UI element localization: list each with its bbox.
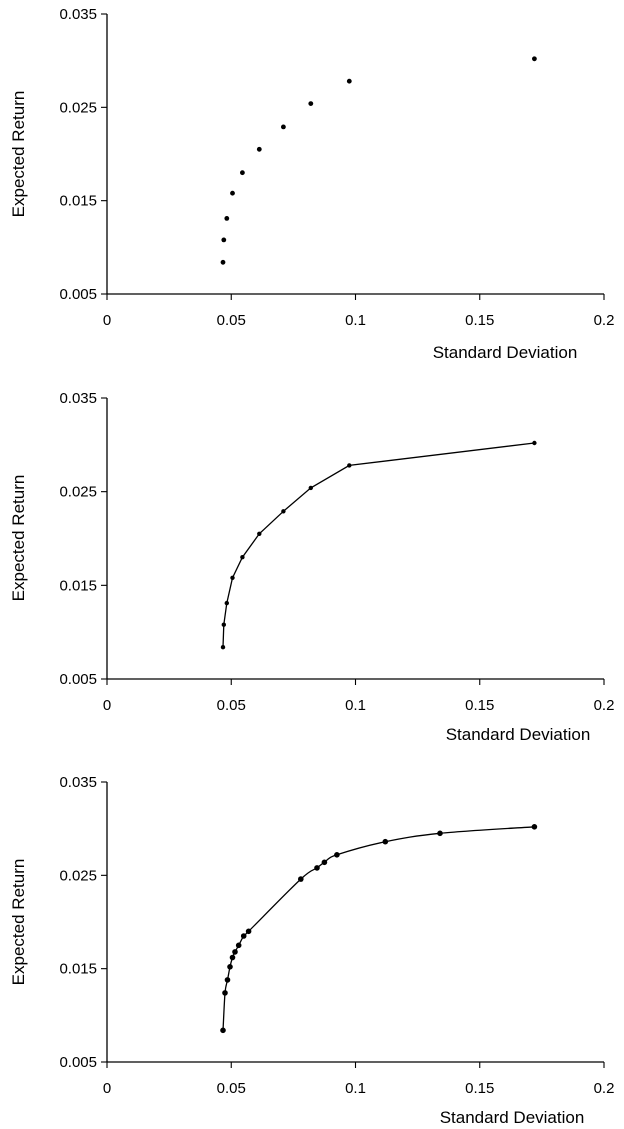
chart-scatter: 0.005 0.015 0.025 0.035 0 0.05 0.1 0.15 0.2 Stand… (9, 6, 614, 362)
data-point (230, 190, 235, 196)
series-line (222, 442, 535, 648)
data-point (321, 859, 328, 866)
x-tick-label: 0.15 (465, 312, 494, 329)
x-tick-label: 0.2 (594, 312, 615, 329)
y-axis-label: Expected Return (9, 475, 28, 602)
data-point (532, 56, 537, 62)
data-point (281, 509, 286, 514)
x-tick-label: 0.1 (345, 312, 366, 329)
data-point (220, 645, 226, 650)
data-point (531, 824, 538, 830)
x-tick-label: 0.2 (594, 1080, 615, 1097)
x-tick-label: 0.15 (465, 697, 494, 714)
data-point (308, 101, 314, 106)
data-point (221, 622, 226, 627)
x-tick-label: 0.15 (465, 1080, 494, 1097)
data-point (240, 933, 247, 939)
x-tick-label: 0.05 (217, 312, 246, 329)
y-tick-label: 0.025 (59, 484, 97, 501)
data-point (257, 531, 262, 536)
data-point (314, 865, 320, 871)
data-point (220, 1027, 226, 1034)
x-tick-label: 0.1 (345, 697, 366, 714)
data-point (222, 990, 228, 996)
y-tick-label: 0.015 (59, 961, 97, 978)
y-tick-label: 0.005 (59, 286, 97, 303)
y-tick-label: 0.015 (59, 577, 97, 594)
data-point (532, 440, 537, 446)
x-tick-label: 0 (103, 1080, 111, 1097)
data-point (382, 838, 389, 845)
data-point (224, 600, 229, 606)
y-tick-label: 0.015 (59, 193, 97, 210)
data-point (281, 124, 286, 130)
data-point (245, 928, 252, 935)
data-point (224, 977, 231, 983)
data-point (347, 463, 352, 468)
data-point (235, 942, 242, 949)
data-point (221, 237, 227, 243)
y-tick-label: 0.035 (59, 6, 97, 23)
y-tick-label: 0.035 (59, 390, 97, 407)
x-tick-label: 0.1 (345, 1080, 366, 1097)
data-point (346, 78, 352, 84)
x-tick-label: 0.05 (217, 1080, 246, 1097)
data-point (308, 485, 313, 491)
x-tick-label: 0.05 (217, 697, 246, 714)
data-point (229, 954, 236, 961)
x-axis-label: Standard Deviation (446, 725, 591, 744)
chart-line-smooth: 0.005 0.015 0.025 0.035 0 0.05 0.1 0.15 0.2 Stand… (9, 774, 614, 1127)
x-tick-label: 0 (103, 697, 111, 714)
data-point (334, 852, 340, 858)
series-curve (222, 826, 535, 1031)
x-tick-label: 0.2 (594, 697, 615, 714)
y-axis-label: Expected Return (9, 91, 28, 218)
y-tick-label: 0.005 (59, 671, 97, 688)
y-tick-label: 0.035 (59, 774, 97, 791)
data-point (256, 146, 262, 152)
data-point (224, 216, 230, 221)
data-point (227, 964, 233, 970)
chart-line-linear: 0.005 0.015 0.025 0.035 0 0.05 0.1 0.15 0.2Stand… (9, 390, 614, 744)
y-tick-label: 0.025 (59, 867, 97, 884)
data-point (240, 555, 245, 560)
x-axis-label: Standard Deviation (433, 343, 578, 362)
data-point (240, 170, 245, 176)
data-point (230, 575, 235, 580)
data-point (232, 949, 238, 955)
data-point (437, 830, 443, 837)
y-axis-label: Expected Return (9, 859, 28, 986)
y-tick-label: 0.025 (59, 99, 97, 116)
x-axis-label: Standard Deviation (440, 1108, 585, 1127)
y-tick-label: 0.005 (59, 1054, 97, 1071)
data-point (220, 259, 226, 265)
x-tick-label: 0 (103, 312, 111, 329)
data-point (298, 876, 304, 882)
